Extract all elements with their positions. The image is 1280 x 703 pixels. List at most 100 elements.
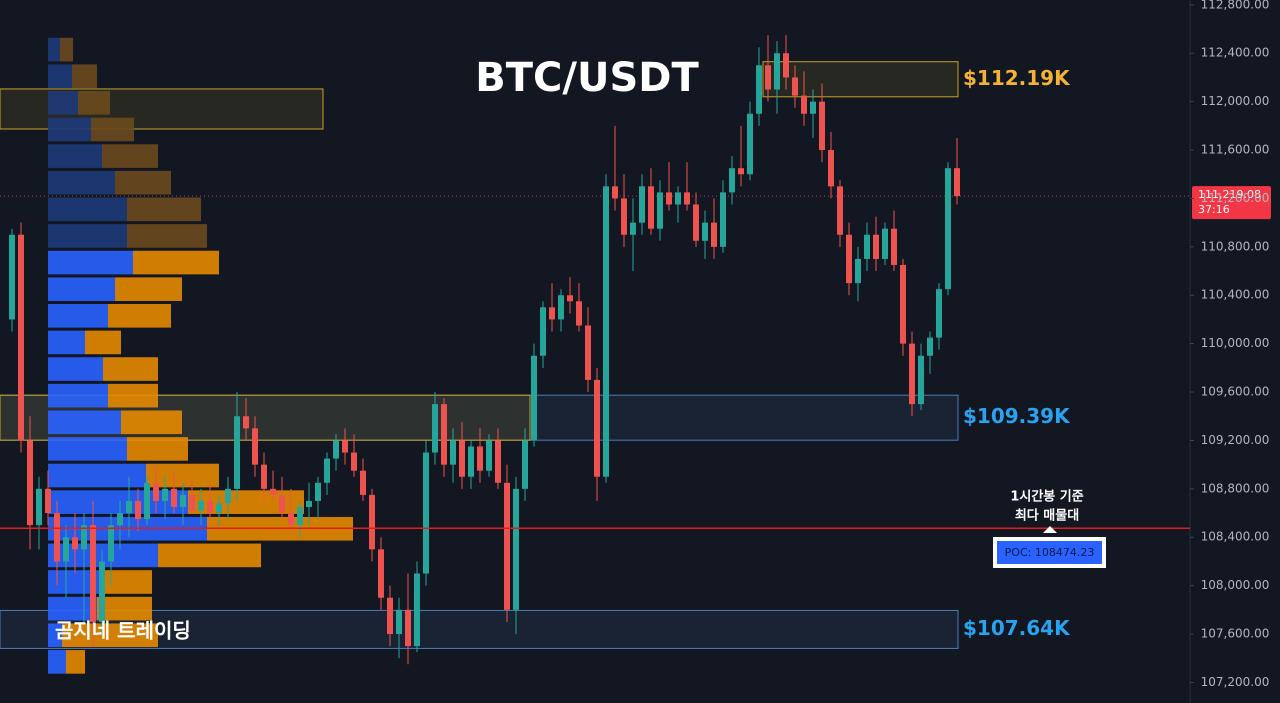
profile-sell	[102, 144, 158, 168]
price-tag	[1192, 186, 1271, 220]
candle-body	[459, 440, 465, 477]
candle-body	[432, 404, 438, 453]
overlay: $112.19K $109.39K $107.64K POC: 108474.23 11…	[0, 66, 1271, 640]
candle-body	[612, 186, 618, 199]
candle-body	[918, 355, 924, 405]
candle-body	[873, 234, 879, 259]
candle-body	[369, 494, 375, 550]
y-tick-label: 112,000.00	[1201, 94, 1270, 108]
candle-body	[540, 307, 546, 356]
zone-label: $109.39K	[963, 404, 1071, 428]
candle-body	[198, 500, 204, 511]
poc-box-inner	[997, 541, 1102, 564]
profile-buy	[48, 91, 78, 115]
watermark: 곰지네 트레이딩	[55, 619, 191, 643]
candle-body	[36, 488, 42, 526]
candle-body	[666, 192, 672, 205]
candle-body	[837, 186, 843, 235]
profile-buy	[48, 623, 62, 648]
candle-body	[900, 264, 906, 344]
candle-body	[360, 470, 366, 495]
candle-body	[585, 325, 591, 380]
candle-body	[99, 561, 105, 622]
zone-label: $107.64K	[963, 616, 1071, 640]
countdown: 37:16	[1198, 203, 1230, 216]
y-tick-label: 112,800.00	[1201, 0, 1270, 11]
candle-body	[819, 101, 825, 151]
profile-buy	[48, 596, 97, 621]
candle-body	[27, 440, 33, 526]
candle-body	[54, 513, 60, 562]
candle-body	[9, 234, 15, 320]
profile-buy	[48, 144, 102, 168]
chart-title: BTC/USDT	[475, 55, 699, 101]
profile-buy	[48, 37, 60, 62]
candle-body	[270, 488, 276, 495]
profile-sell	[188, 490, 304, 514]
profile-buy	[48, 224, 127, 248]
profile-sell	[115, 277, 182, 301]
candle-body	[945, 168, 951, 290]
y-tick-label: 107,200.00	[1201, 675, 1270, 689]
candle-body	[621, 198, 627, 235]
profile-buy	[48, 570, 103, 594]
profile-buy	[48, 463, 146, 488]
candle-body	[657, 192, 663, 229]
candle-body	[126, 500, 132, 514]
candle-body	[504, 482, 510, 610]
profile-sell	[133, 250, 219, 275]
candle-body	[864, 234, 870, 259]
pointer	[1043, 526, 1057, 533]
profile-buy	[48, 330, 85, 355]
profile-sell	[127, 197, 201, 222]
candle-body	[729, 168, 735, 193]
candle-body	[495, 440, 501, 483]
candle-body	[324, 458, 330, 483]
y-tick-label: 110,800.00	[1201, 239, 1270, 253]
candle-body	[441, 404, 447, 465]
candle-body	[297, 506, 303, 526]
y-tick-label: 109,600.00	[1201, 385, 1270, 399]
zone-label: $112.19K	[963, 66, 1071, 90]
profile-sell	[62, 623, 158, 648]
candle-body	[936, 289, 942, 338]
annotation: 1시간봉 기준	[1010, 489, 1083, 505]
candle-body	[351, 452, 357, 471]
candle-body	[171, 488, 177, 507]
candle-body	[648, 186, 654, 229]
candle-body	[108, 525, 114, 562]
candle-body	[450, 440, 456, 465]
candle-body	[792, 77, 798, 96]
candle-body	[234, 416, 240, 489]
candle-body	[207, 500, 213, 514]
candle-body	[639, 186, 645, 223]
candle-body	[756, 65, 762, 114]
candle-body	[396, 609, 402, 635]
candle-body	[828, 150, 834, 187]
poc-label: POC: 108474.23	[1005, 546, 1095, 559]
profile-buy	[48, 410, 121, 435]
profile-sell	[108, 303, 171, 328]
candle-body	[18, 234, 24, 441]
y-tick-label: 110,400.00	[1201, 288, 1270, 302]
profile-sell	[97, 596, 152, 621]
candle-body	[90, 525, 96, 622]
candle-body	[882, 228, 888, 259]
profile-buy	[48, 303, 108, 328]
candle-body	[288, 513, 294, 526]
candle-body	[801, 95, 807, 114]
profile-sell	[146, 463, 219, 488]
profile-sell	[158, 543, 261, 568]
y-tick-label: 112,400.00	[1201, 46, 1270, 60]
candle-body	[711, 222, 717, 247]
candle-body	[243, 416, 249, 429]
profile-sell	[127, 224, 207, 248]
profile-sell	[103, 357, 158, 381]
y-tick-label: 110,000.00	[1201, 336, 1270, 350]
candle-body	[72, 537, 78, 550]
candle-body	[513, 488, 519, 610]
candle-body	[144, 482, 150, 520]
candle-body	[117, 513, 123, 526]
y-tick-label: 111,200.00	[1201, 191, 1270, 205]
candle-body	[531, 355, 537, 441]
